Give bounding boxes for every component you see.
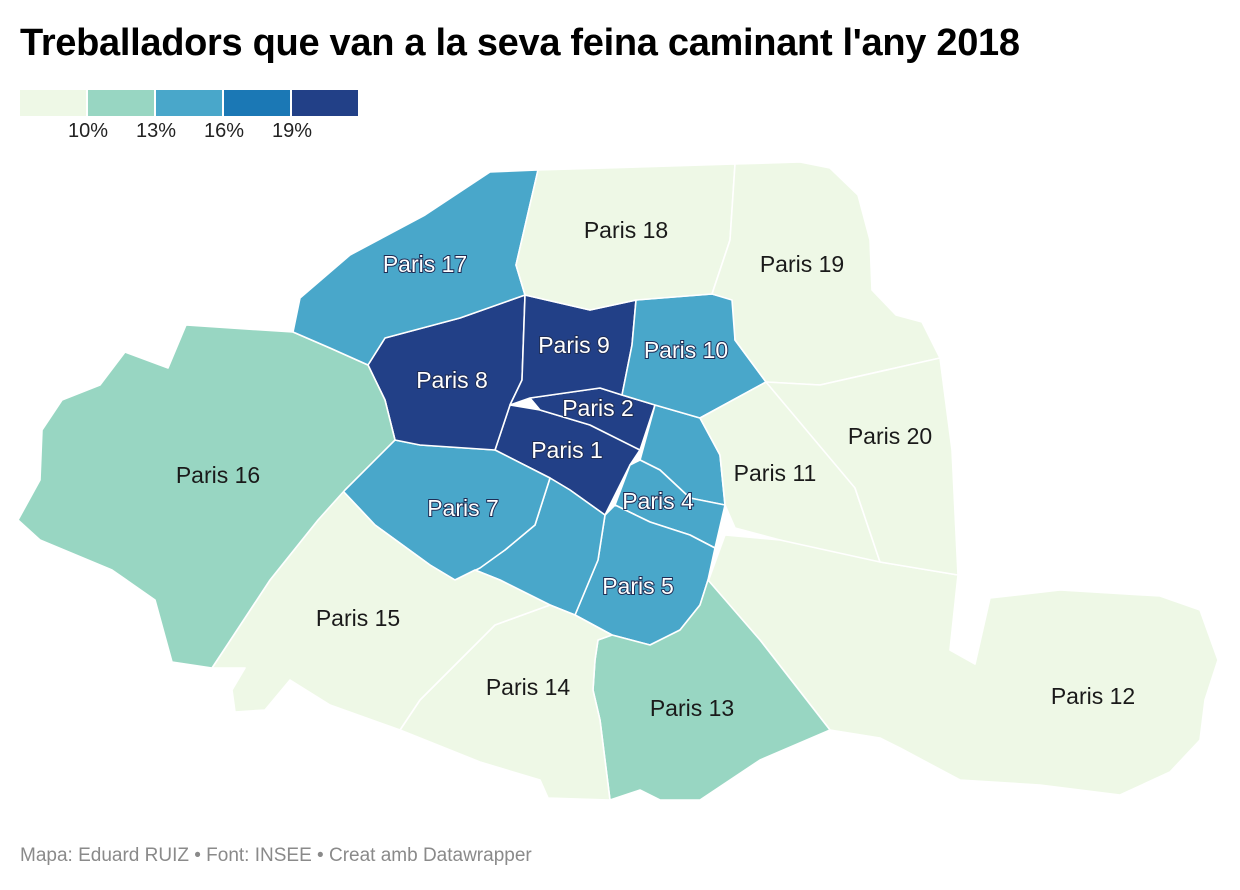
district-label-paris-8: Paris 8 xyxy=(416,367,488,393)
district-paris-12[interactable] xyxy=(704,534,1219,796)
legend-swatch-1 xyxy=(20,90,86,116)
district-label-paris-14: Paris 14 xyxy=(486,674,571,700)
legend-swatch-4 xyxy=(224,90,290,116)
legend-bar xyxy=(20,90,360,116)
legend-tick-label: 19% xyxy=(271,120,313,142)
legend-tick-label: 10% xyxy=(67,120,109,142)
district-label-paris-16: Paris 16 xyxy=(176,462,260,488)
district-label-paris-15: Paris 15 xyxy=(316,605,400,631)
footer-credits: Mapa: Eduard RUIZ • Font: INSEE • Creat … xyxy=(20,845,532,866)
legend-swatch-2 xyxy=(88,90,154,116)
district-label-paris-11: Paris 11 xyxy=(734,460,817,486)
district-label-paris-13: Paris 13 xyxy=(650,695,734,721)
district-label-paris-9: Paris 9 xyxy=(538,332,610,358)
district-label-paris-7: Paris 7 xyxy=(427,495,499,521)
district-label-paris-10: Paris 10 xyxy=(644,337,728,363)
district-label-paris-2: Paris 2 xyxy=(562,395,634,421)
district-label-paris-17: Paris 17 xyxy=(383,251,467,277)
district-paris-16[interactable] xyxy=(17,324,396,669)
district-paris-20[interactable] xyxy=(765,357,959,576)
district-label-paris-5: Paris 5 xyxy=(602,573,674,599)
color-legend: 10% 13% 16% 19% xyxy=(20,90,360,146)
district-label-paris-4: Paris 4 xyxy=(622,488,694,514)
legend-swatch-5 xyxy=(292,90,358,116)
district-paris-15[interactable] xyxy=(211,489,551,731)
map-title: Treballadors que van a la seva feina cam… xyxy=(20,22,1020,64)
legend-swatch-3 xyxy=(156,90,222,116)
district-labels: Paris 1 Paris 2 Paris 4 Paris 5 Paris 7 Paris… xyxy=(176,217,1135,721)
district-label-paris-20: Paris 20 xyxy=(848,423,932,449)
district-paris-19[interactable] xyxy=(711,161,941,386)
legend-tick-label: 16% xyxy=(203,120,245,142)
district-label-paris-18: Paris 18 xyxy=(584,217,668,243)
district-label-paris-12: Paris 12 xyxy=(1051,683,1135,709)
district-label-paris-1: Paris 1 xyxy=(531,437,603,463)
district-label-paris-19: Paris 19 xyxy=(760,251,844,277)
district-shapes xyxy=(17,161,1219,801)
legend-tick-label: 13% xyxy=(135,120,177,142)
